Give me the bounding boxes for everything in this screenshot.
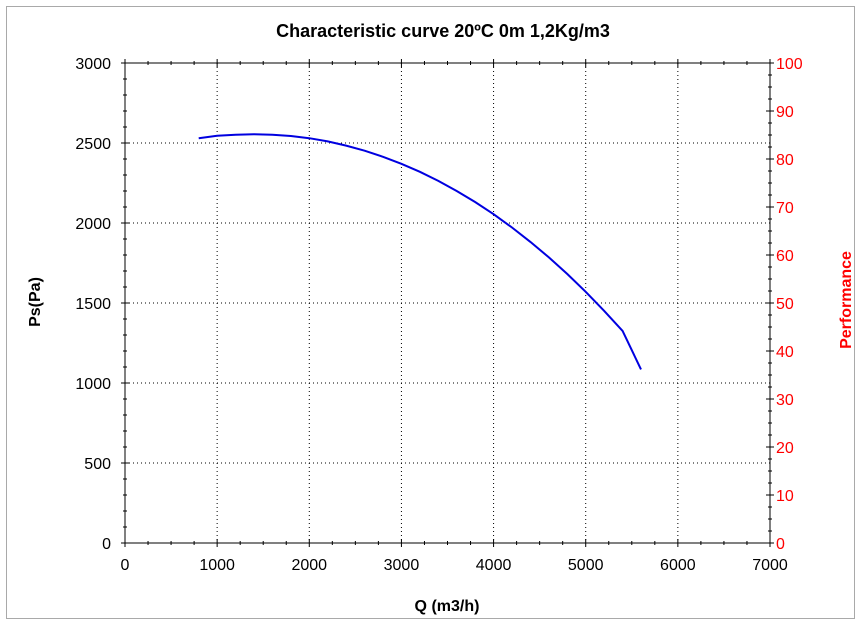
x-tick-label: 5000: [568, 557, 604, 574]
grid: [125, 63, 770, 543]
y2-tick-label: 0: [776, 536, 785, 553]
y2-tick-label: 100: [776, 56, 803, 73]
y2-tick-label: 60: [776, 248, 794, 265]
y2-tick-label: 90: [776, 104, 794, 121]
x-tick-label: 2000: [291, 557, 327, 574]
y2-tick-labels: 0 10 20 30 40 50 60 70 80 90 100: [776, 56, 803, 553]
y2-tick-label: 50: [776, 296, 794, 313]
x-tick-label: 4000: [476, 557, 512, 574]
y-tick-labels: 0 500 1000 1500 2000 2500 3000: [75, 56, 111, 553]
y2-tick-label: 80: [776, 152, 794, 169]
y2-tick-label: 40: [776, 344, 794, 361]
y2-tick-label: 10: [776, 488, 794, 505]
y-tick-label: 1500: [75, 296, 111, 313]
x-tick-label: 6000: [660, 557, 696, 574]
y2-axis-title: Performance: [838, 251, 855, 349]
axes: [121, 59, 774, 547]
y2-tick-label: 20: [776, 440, 794, 457]
y-axis-title: Ps(Pa): [27, 277, 44, 327]
x-tick-label: 3000: [384, 557, 420, 574]
y2-tick-label: 70: [776, 200, 794, 217]
chart-frame: [6, 6, 855, 619]
x-axis-title: Q (m3/h): [415, 598, 480, 615]
y2-tick-label: 30: [776, 392, 794, 409]
series-line-1: [198, 133, 642, 370]
x-tick-label: 7000: [752, 557, 788, 574]
x-tick-labels: 0 1000 2000 3000 4000 5000 6000 7000: [121, 557, 788, 574]
y-tick-label: 0: [102, 536, 111, 553]
series-group: [198, 133, 642, 370]
x-tick-label: 1000: [199, 557, 235, 574]
y-tick-label: 2500: [75, 136, 111, 153]
x-tick-label: 0: [121, 557, 130, 574]
y-tick-label: 2000: [75, 216, 111, 233]
y-tick-label: 500: [84, 456, 111, 473]
y-tick-label: 1000: [75, 376, 111, 393]
y-tick-label: 3000: [75, 56, 111, 73]
chart-title: Characteristic curve 20ºC 0m 1,2Kg/m3: [276, 21, 610, 41]
